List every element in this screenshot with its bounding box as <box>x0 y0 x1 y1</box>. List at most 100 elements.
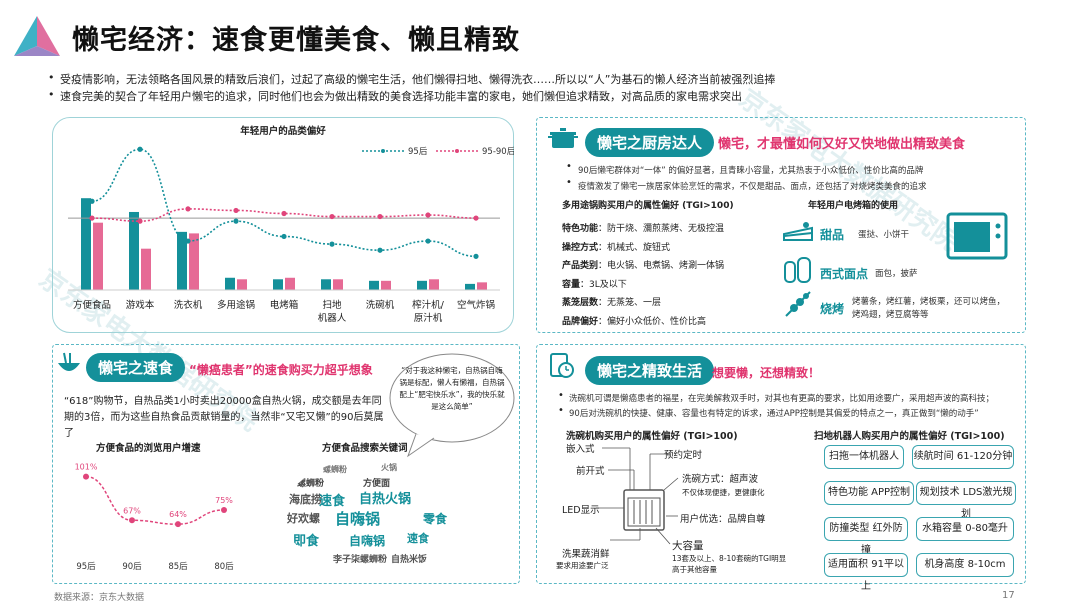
multipot-attr-key: 容量 <box>562 279 581 290</box>
growth-line-chart: 101% 95后 67% 90后 64% 85后 75% 80后 <box>75 463 235 572</box>
oven-use-pastry-desc: 面包，披萨 <box>875 269 918 279</box>
growth-point <box>129 517 135 524</box>
cloud-word: 方便面 <box>363 479 391 489</box>
bar-95 <box>273 279 283 290</box>
line-95-90-point <box>425 212 431 218</box>
line-95-90-point <box>329 213 335 220</box>
quote-bubble: “对于我这种懒宅，自热锅自嗨锅是标配，懒人有懒福，自热锅配上“肥宅快乐水”，我的… <box>399 366 505 411</box>
fastfood-headline: “懒癌患者”的速食购买力超乎想象 <box>189 363 373 377</box>
oven-use-title: 年轻用户电烤箱的使用 <box>808 201 899 211</box>
bar-95-90 <box>429 279 439 290</box>
bullet-dot: • <box>566 161 572 172</box>
bar-95 <box>225 277 235 290</box>
cloud-word: 自热米饭 <box>391 555 428 565</box>
robot-tag: 规划技术 LDS激光规划 <box>916 481 1016 520</box>
cloud-word: 自嗨锅 <box>349 534 386 548</box>
cloud-word: 火锅 <box>381 463 397 472</box>
refined-bullet: 洗碗机可谓是懒癌患者的福星，在完美解救双手时，对其也有更高的要求，比如用途要广，… <box>569 394 995 404</box>
cloud-word: 螺蛳粉 <box>297 479 325 489</box>
bar-95 <box>177 231 187 290</box>
category-label: 空气炸锅 <box>457 299 495 311</box>
kitchen-headline: 懒宅，才最懂如何又好又快地做出精致美食 <box>718 137 966 152</box>
legend-marker <box>455 149 459 153</box>
dish-label-fruit-sub: 要求用途要广泛 <box>556 561 609 570</box>
multipot-attr-value: ：3L及以下 <box>580 279 627 290</box>
dish-label-timer: 预约定时 <box>664 450 703 461</box>
multipot-title: 多用途锅购买用户的属性偏好 (TGI>100) <box>562 201 734 211</box>
line-95-90-point <box>89 215 95 221</box>
category-label: 洗碗机 <box>366 299 395 311</box>
cloud-word: 自嗨锅 <box>335 510 381 528</box>
refined-bullet: 90后对洗碗机的快捷、健康、容量也有特定的诉求，通过APP控制是其偏爱的特点之一… <box>569 409 979 419</box>
pot-icon <box>548 128 578 148</box>
line-95-point <box>329 241 335 247</box>
data-source: 数据来源：京东大数据 <box>54 593 145 603</box>
growth-line <box>85 475 225 525</box>
category-label: 游戏本 <box>126 299 155 311</box>
growth-category: 95后 <box>76 561 96 572</box>
line-95-point <box>281 233 287 240</box>
dish-label-brand: 用户优选：品牌自尊 <box>680 514 766 525</box>
bread-icon <box>784 257 811 283</box>
multipot-attr: 品牌偏好：偏好小众低价、性价比高 <box>562 314 706 327</box>
growth-label: 64% <box>169 510 187 519</box>
bar-95 <box>81 198 91 290</box>
multipot-attr-value: ：防干烧、瀰煎蒸烤、无极控温 <box>598 224 725 234</box>
bar-95-90 <box>285 277 295 290</box>
robot-tag: 续航时间 61-120分钟 <box>912 445 1014 469</box>
bar-95-90 <box>477 282 487 290</box>
dish-label-wash: 洗碗方式：超声波 <box>682 474 759 485</box>
cloud-word: 自热火锅 <box>359 492 412 507</box>
legend-label: 95-90后 <box>482 146 514 157</box>
logo-icon <box>14 16 60 56</box>
cloud-word: 速食 <box>407 532 429 545</box>
multipot-attr-value: ：电火锅、电煮锅、烤涮一体锅 <box>598 261 725 271</box>
oven-icon <box>946 212 1008 260</box>
oven-use-sweets: 甜品 <box>820 228 845 242</box>
bar-95 <box>417 280 427 290</box>
multipot-attr: 容量：3L及以下 <box>562 277 627 290</box>
category-label: 多用途锅 <box>217 299 255 311</box>
fastfood-panel <box>52 344 520 584</box>
robot-tag: 防撞类型 红外防撞 <box>824 517 908 556</box>
skewer-icon <box>785 291 811 317</box>
multipot-attr-key: 蒸笼层数 <box>562 298 599 308</box>
bullet-dot: • <box>566 177 572 188</box>
category-label: 方便食品 <box>73 299 111 311</box>
line-95-point <box>377 247 383 253</box>
category-label: 机器人 <box>318 312 347 324</box>
dish-label-cap-sub: 13套及以上、8-10套碗的TGI明显高于其他容量 <box>672 554 787 574</box>
page-number: 17 <box>1002 590 1015 601</box>
bar-95-90 <box>141 248 151 290</box>
dishwasher-title: 洗碗机购买用户的属性偏好 (TGI>100) <box>566 431 738 442</box>
dish-label-fruit: 洗果蔬消鲜 <box>562 549 610 560</box>
legend-label: 95后 <box>408 146 428 157</box>
fastfood-chip: 懒宅之速食 <box>86 353 186 382</box>
cloud-word: 零食 <box>423 512 448 526</box>
multipot-attr: 产品类别：电火锅、电煮锅、烤涮一体锅 <box>562 258 724 271</box>
robot-title: 扫地机器人购买用户的属性偏好 (TGI>100) <box>814 431 1005 442</box>
bullet-dot: • <box>558 390 564 401</box>
page-title: 懒宅经济：速食更懂美食、懒且精致 <box>72 25 520 56</box>
header-bullet: 受疫情影响，无法领略各国风景的精致后浪们，过起了高级的懒宅生活，他们懒得扫地、懒… <box>48 71 1060 87</box>
dish-label-front: 前开式 <box>576 466 605 477</box>
multipot-attr-key: 操控方式 <box>562 242 599 253</box>
multipot-attr: 操控方式：机械式、旋钮式 <box>562 240 670 253</box>
growth-chart-title: 方便食品的浏览用户增速 <box>96 443 201 454</box>
growth-label: 67% <box>123 506 141 515</box>
line-95-point <box>233 218 239 224</box>
cloud-word: 即食 <box>293 534 320 549</box>
robot-tag: 水箱容量 0-80毫升 <box>916 517 1014 541</box>
bullet-dot: • <box>558 405 564 416</box>
line-95-90-point <box>377 213 383 220</box>
growth-label: 75% <box>215 496 233 505</box>
fastfood-desc: “618”购物节，自热品类1小时卖出20000盒自热火锅，成交额是去年同期的3倍… <box>64 396 384 439</box>
clock-document-icon <box>550 353 574 378</box>
bar-95-90 <box>189 233 199 290</box>
multipot-attr-value: ：无蒸笼、一层 <box>598 298 662 308</box>
growth-point <box>175 521 181 528</box>
growth-category: 90后 <box>122 561 142 572</box>
multipot-attr-key: 特色功能 <box>562 224 599 234</box>
kitchen-bullet: 90后懒宅群体对“一体” 的偏好显著，且青睐小容量，尤其热衷于小众低价、性价比高… <box>578 166 924 176</box>
